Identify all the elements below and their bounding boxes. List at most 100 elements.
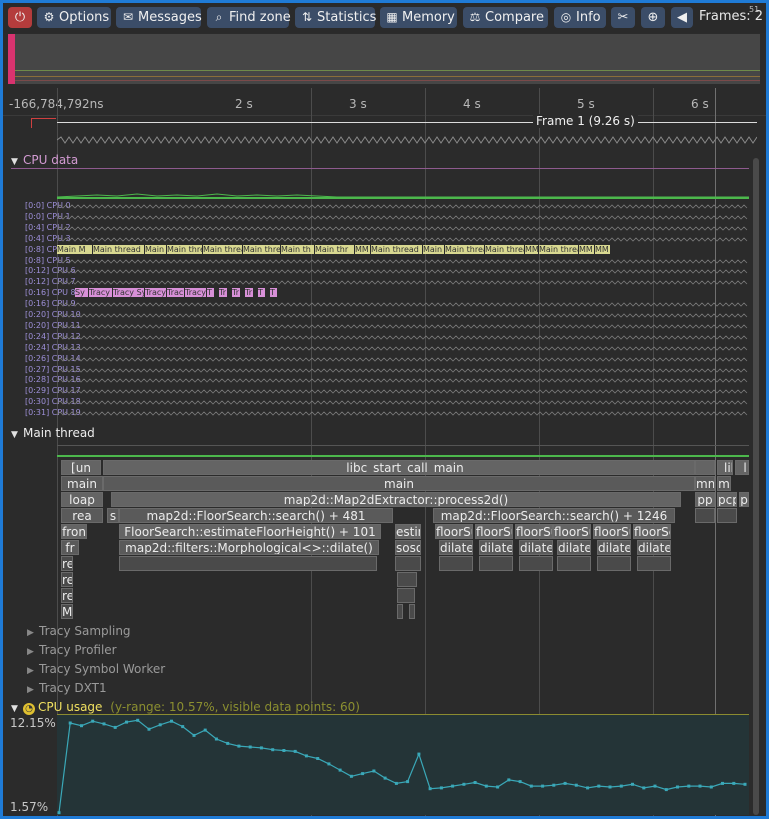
zone[interactable] xyxy=(397,572,417,587)
cpu-thread-segment[interactable]: Main threa xyxy=(203,245,242,254)
cpu-thread-segment[interactable]: Tr xyxy=(245,288,253,297)
cpu-thread-segment[interactable]: Main thre xyxy=(167,245,202,254)
zone[interactable] xyxy=(597,556,631,571)
cpu-thread-segment[interactable]: Main thread xyxy=(371,245,422,254)
zone[interactable] xyxy=(397,604,403,619)
cpu-thread-segment[interactable]: Tracy xyxy=(185,288,206,297)
compare-button[interactable]: ⚖ Compare xyxy=(463,7,548,28)
zone[interactable]: _l xyxy=(735,460,749,475)
thread-tracy-profiler[interactable]: ▶ Tracy Profiler xyxy=(27,643,117,657)
cpu-data-header[interactable]: ▼ CPU data xyxy=(11,153,79,167)
frame-span-line[interactable] xyxy=(57,122,757,123)
cpu-thread-segment[interactable]: T xyxy=(258,288,265,297)
zone[interactable] xyxy=(395,556,421,571)
cpu-thread-segment[interactable]: Sy xyxy=(75,288,88,297)
main-thread-header[interactable]: ▼ Main thread xyxy=(11,426,95,440)
frame-bar[interactable] xyxy=(8,34,15,84)
cpu-thread-segment[interactable]: Main th xyxy=(281,245,314,254)
messages-button[interactable]: ✉ Messages xyxy=(116,7,202,28)
cpu-thread-segment[interactable]: Main thre xyxy=(243,245,280,254)
zone-dilate-short[interactable]: dilate xyxy=(597,540,631,555)
zone-search-481[interactable]: map2d::FloorSearch::search() + 481 xyxy=(119,508,393,523)
cpu-thread-segment[interactable]: Main thr xyxy=(315,245,354,254)
cpu-usage-header[interactable]: ▼ ◔ CPU usage (y-range: 10.57%, visible da… xyxy=(11,700,360,715)
zone[interactable]: m xyxy=(717,476,731,491)
cpu-thread-segment[interactable]: Tracy Sy xyxy=(113,288,144,297)
zone-main[interactable]: main xyxy=(103,476,695,491)
zone[interactable] xyxy=(479,556,513,571)
zone[interactable]: mm xyxy=(695,476,715,491)
zone[interactable]: re xyxy=(61,556,73,571)
power-button[interactable]: ⏻ xyxy=(8,7,32,28)
zone-search-1246[interactable]: map2d::FloorSearch::search() + 1246 xyxy=(433,508,675,523)
frames-graph[interactable] xyxy=(8,34,760,84)
cpu-thread-segment[interactable]: Main th xyxy=(423,245,444,254)
frame-label[interactable]: Frame 1 (9.26 s) xyxy=(533,114,638,128)
zone-libc-start-call-main[interactable]: __libc_start_call_main xyxy=(103,460,695,475)
zone[interactable]: __ xyxy=(695,460,715,475)
cpu-thread-segment[interactable]: Main thread xyxy=(93,245,144,254)
zone[interactable]: re xyxy=(61,588,73,603)
zone[interactable]: main xyxy=(61,476,103,491)
zone[interactable] xyxy=(397,588,415,603)
cpu-thread-segment[interactable]: T xyxy=(207,288,214,297)
zone[interactable]: re xyxy=(61,572,73,587)
zone[interactable]: M xyxy=(61,604,73,619)
zone-dilate-short[interactable]: dilate xyxy=(479,540,513,555)
zone-dilate-short[interactable]: dilate xyxy=(439,540,473,555)
tools-button[interactable]: ✂ xyxy=(611,7,635,28)
zone[interactable] xyxy=(119,556,377,571)
zone[interactable]: rea xyxy=(61,508,103,523)
cpu-thread-segment[interactable]: MM xyxy=(595,245,610,254)
zone-dilate-short[interactable]: dilate xyxy=(557,540,591,555)
zone-dilate-short[interactable]: dilate xyxy=(519,540,553,555)
thread-tracy-sampling[interactable]: ▶ Tracy Sampling xyxy=(27,624,131,638)
thread-tracy-dxt1[interactable]: ▶ Tracy DXT1 xyxy=(27,681,107,695)
zone[interactable]: _lib xyxy=(717,460,733,475)
zone[interactable] xyxy=(557,556,591,571)
statistics-button[interactable]: ⇅ Statistics xyxy=(295,7,376,28)
zone-dilate-short[interactable]: dilate xyxy=(637,540,671,555)
cpu-thread-segment[interactable]: Main thread xyxy=(445,245,484,254)
zone[interactable]: s xyxy=(107,508,119,523)
zone[interactable] xyxy=(695,508,715,523)
zone[interactable]: estim xyxy=(395,524,421,539)
zoom-button[interactable]: ⊕ xyxy=(641,7,665,28)
find-zone-button[interactable]: ⌕ Find zone xyxy=(207,7,291,28)
zone[interactable] xyxy=(519,556,553,571)
cpu-thread-segment[interactable]: Main M xyxy=(57,245,92,254)
cpu-thread-segment[interactable]: Tr xyxy=(219,288,227,297)
cpu-thread-segment[interactable]: Tr xyxy=(232,288,240,297)
zone[interactable]: p xyxy=(739,492,749,507)
zone[interactable] xyxy=(717,508,737,523)
timeline-ruler[interactable]: -166,784,792ns 2 s 3 s 4 s 5 s 6 s xyxy=(3,87,766,116)
cpu-thread-segment[interactable]: Main threa xyxy=(539,245,578,254)
zone[interactable]: fron xyxy=(61,524,87,539)
zone-floor-search[interactable]: floorSu xyxy=(515,524,553,539)
memory-button[interactable]: ▦ Memory xyxy=(380,7,457,28)
zone[interactable]: [un xyxy=(61,460,101,475)
info-button[interactable]: ◎ Info xyxy=(554,7,606,28)
zone[interactable]: fr xyxy=(61,540,79,555)
cpu-thread-segment[interactable]: MM xyxy=(355,245,370,254)
options-button[interactable]: ⚙ Options xyxy=(37,7,111,28)
cpu-thread-segment[interactable]: MM xyxy=(525,245,538,254)
cpu-thread-segment[interactable]: MM xyxy=(579,245,594,254)
zone[interactable]: soso xyxy=(395,540,421,555)
zone[interactable] xyxy=(409,604,415,619)
zone-floor-search[interactable]: floorSu xyxy=(435,524,473,539)
zone-floor-search[interactable]: floorSu xyxy=(553,524,591,539)
cpu-thread-segment[interactable]: Trac xyxy=(167,288,184,297)
zone-estimate-floor-height[interactable]: FloorSearch::estimateFloorHeight() + 101 xyxy=(119,524,381,539)
zone[interactable]: loap xyxy=(61,492,103,507)
zone[interactable] xyxy=(637,556,671,571)
zone-floor-search[interactable]: floorSe xyxy=(633,524,671,539)
cpu-thread-segment[interactable]: Tracy xyxy=(89,288,112,297)
zone[interactable] xyxy=(439,556,473,571)
cpu-thread-segment[interactable]: T xyxy=(270,288,277,297)
zone-floor-search[interactable]: floorSu xyxy=(593,524,631,539)
cpu-thread-segment[interactable]: Main thread xyxy=(485,245,524,254)
zone[interactable]: pp xyxy=(695,492,715,507)
zone-process2d[interactable]: map2d::Map2dExtractor::process2d() xyxy=(111,492,681,507)
zone[interactable]: pcp xyxy=(717,492,737,507)
